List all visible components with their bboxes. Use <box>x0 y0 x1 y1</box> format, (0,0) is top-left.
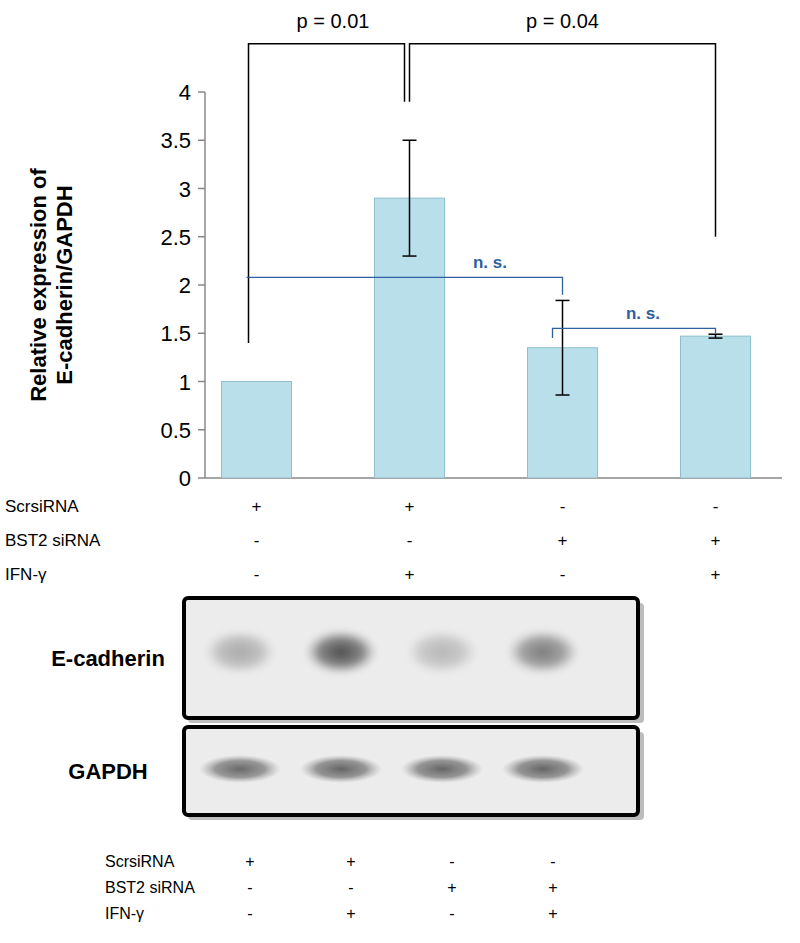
error-stem <box>409 140 411 256</box>
blot-condition-sign: + <box>548 905 557 922</box>
condition-sign: - <box>254 531 260 550</box>
bar <box>222 382 292 479</box>
blot-condition-label: IFN-γ <box>105 905 144 922</box>
blot-condition-sign: - <box>247 905 252 922</box>
condition-sign: - <box>713 497 719 516</box>
y-tick-label: 2.5 <box>160 225 191 250</box>
condition-sign: - <box>254 565 260 584</box>
y-tick <box>198 91 205 93</box>
y-tick-label: 2 <box>179 273 191 298</box>
annotation-text: p = 0.04 <box>526 10 599 32</box>
error-cap <box>403 255 417 257</box>
y-axis-label-line: E-cadherin/GAPDH <box>52 185 77 384</box>
y-tick <box>198 333 205 335</box>
y-tick-label: 0 <box>179 466 191 491</box>
condition-table: ScrsiRNA + + - - BST2 siRNA - - + + IFN-γ - + - + <box>5 497 721 584</box>
y-tick-label: 0.5 <box>160 418 191 443</box>
y-tick-label: 4 <box>179 80 191 105</box>
blot-row-label: GAPDH <box>68 759 147 784</box>
blot-condition-label: BST2 siRNA <box>105 879 195 896</box>
error-bars <box>403 140 723 395</box>
blot-band <box>305 630 377 674</box>
y-tick <box>198 188 205 190</box>
blot-condition-sign: - <box>550 853 555 870</box>
annotation-text: n. s. <box>473 253 507 272</box>
y-tick-label: 3 <box>179 177 191 202</box>
blot-band <box>199 755 281 783</box>
y-tick-label: 1 <box>179 370 191 395</box>
blot-condition-label: ScrsiRNA <box>105 853 175 870</box>
error-bar <box>709 334 723 338</box>
significance-bracket <box>553 328 716 338</box>
blot-condition-sign: - <box>449 853 454 870</box>
blot-condition-sign: - <box>247 879 252 896</box>
error-cap <box>403 140 417 142</box>
significance-bracket <box>249 44 405 343</box>
y-tick-label: 1.5 <box>160 321 191 346</box>
blot-band <box>204 630 276 674</box>
y-tick-label: 3.5 <box>160 128 191 153</box>
condition-sign: + <box>405 497 415 516</box>
page: Relative expression ofE-cadherin/GAPDH00… <box>0 0 800 943</box>
blot-frame <box>184 727 638 815</box>
blot-band <box>406 630 478 674</box>
blot-condition-sign: + <box>548 879 557 896</box>
significance-bracket <box>247 277 563 294</box>
condition-sign: + <box>405 565 415 584</box>
error-cap <box>556 300 570 302</box>
condition-sign: + <box>558 531 568 550</box>
error-cap <box>709 333 723 335</box>
bars <box>222 198 751 478</box>
figure: Relative expression ofE-cadherin/GAPDH00… <box>0 0 800 943</box>
condition-sign: + <box>711 531 721 550</box>
blot-condition-sign: - <box>348 879 353 896</box>
y-tick <box>198 477 205 479</box>
y-tick <box>198 236 205 238</box>
blot-condition-sign: + <box>447 879 456 896</box>
annotation-text: n. s. <box>626 304 660 323</box>
bar <box>681 336 751 478</box>
error-stem <box>562 300 564 395</box>
y-axis-line <box>204 92 206 478</box>
error-bar <box>556 300 570 395</box>
blot-frame <box>184 598 638 718</box>
annotations: p = 0.01 p = 0.04 n. s. n. s. <box>247 10 716 343</box>
blot-band <box>507 630 579 674</box>
y-tick <box>198 429 205 431</box>
blot-band <box>300 755 382 783</box>
annotation-text: p = 0.01 <box>297 10 370 32</box>
error-cap <box>556 394 570 396</box>
y-tick <box>198 381 205 383</box>
condition-sign: + <box>252 497 262 516</box>
blot-row-label: E-cadherin <box>51 646 165 671</box>
error-bar <box>403 140 417 256</box>
y-axis-label-line: Relative expression of <box>26 168 51 402</box>
blot-condition-sign: + <box>245 853 254 870</box>
condition-label: BST2 siRNA <box>5 531 101 550</box>
significance-bracket <box>410 44 716 237</box>
blot-condition-sign: - <box>449 905 454 922</box>
y-axis: 0 0.5 1 1.5 2 2.5 3 3.5 4 <box>160 80 782 491</box>
condition-label: IFN-γ <box>5 565 47 584</box>
blot-condition-sign: + <box>346 905 355 922</box>
condition-label: ScrsiRNA <box>5 497 79 516</box>
error-cap <box>709 337 723 339</box>
blot-condition-sign: + <box>346 853 355 870</box>
western-blot: E-cadherin GAPDH ScrsiRNA + + - - BST2 siRNA - - +… <box>51 598 644 922</box>
blot-band <box>502 755 584 783</box>
condition-sign: - <box>560 497 566 516</box>
y-axis-label: Relative expression ofE-cadherin/GAPDH <box>26 168 77 402</box>
condition-sign: - <box>407 531 413 550</box>
condition-sign: + <box>711 565 721 584</box>
y-tick <box>198 140 205 142</box>
condition-sign: - <box>560 565 566 584</box>
y-tick <box>198 284 205 286</box>
blot-band <box>401 755 483 783</box>
